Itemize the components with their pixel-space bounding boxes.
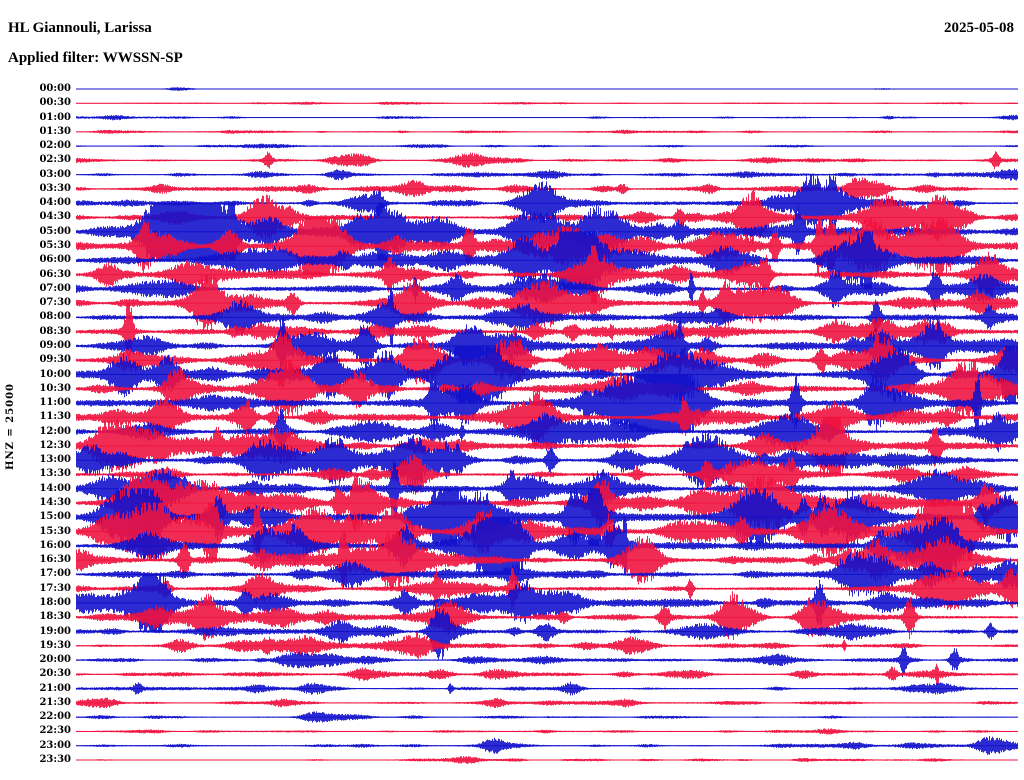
helicorder-canvas [0,0,1024,780]
helicorder-page: HL Giannouli, Larissa 2025-05-08 Applied… [0,0,1024,780]
